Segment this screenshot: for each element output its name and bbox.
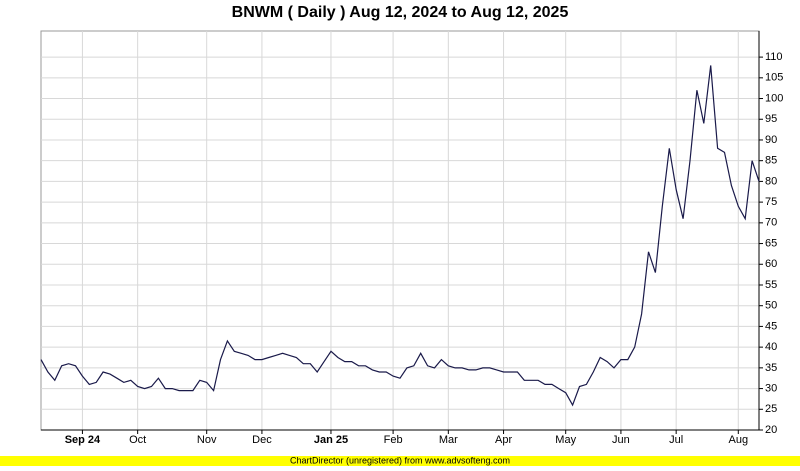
y-tick-label: 65 bbox=[765, 237, 777, 249]
y-tick-label: 50 bbox=[765, 300, 777, 312]
y-tick-label: 30 bbox=[765, 382, 777, 394]
x-tick-label: Aug bbox=[728, 434, 748, 446]
chart-title: BNWM ( Daily ) Aug 12, 2024 to Aug 12, 2… bbox=[232, 4, 569, 21]
y-tick-label: 35 bbox=[765, 362, 777, 374]
x-tick-label: Jan 25 bbox=[314, 434, 348, 446]
x-tick-label: Nov bbox=[197, 434, 217, 446]
price-line bbox=[40, 65, 760, 407]
y-tick-label: 70 bbox=[765, 217, 777, 229]
x-tick-label: Sep 24 bbox=[65, 434, 101, 446]
x-tick-label: Feb bbox=[384, 434, 403, 446]
y-tick-label: 90 bbox=[765, 134, 777, 146]
x-tick-label: Apr bbox=[495, 434, 512, 446]
y-tick-label: 60 bbox=[765, 258, 777, 270]
y-tick-label: 105 bbox=[765, 72, 783, 84]
x-tick-label: Jun bbox=[612, 434, 630, 446]
y-tick-label: 100 bbox=[765, 92, 783, 104]
y-tick-label: 110 bbox=[765, 51, 783, 63]
y-tick-label: 95 bbox=[765, 113, 777, 125]
y-tick-label: 55 bbox=[765, 279, 777, 291]
x-tick-label: Mar bbox=[439, 434, 458, 446]
y-tick-label: 40 bbox=[765, 341, 777, 353]
y-tick-label: 80 bbox=[765, 175, 777, 187]
y-tick-label: 85 bbox=[765, 155, 777, 167]
x-tick-label: Dec bbox=[252, 434, 272, 446]
y-tick-label: 45 bbox=[765, 320, 777, 332]
x-tick-label: Jul bbox=[669, 434, 683, 446]
y-tick-label: 20 bbox=[765, 424, 777, 436]
credit-bar bbox=[0, 456, 800, 466]
y-tick-label: 25 bbox=[765, 403, 777, 415]
y-tick-label: 75 bbox=[765, 196, 777, 208]
plot-area bbox=[40, 30, 760, 431]
x-tick-label: Oct bbox=[129, 434, 146, 446]
x-tick-label: May bbox=[555, 434, 576, 446]
credit: ChartDirector (unregistered) from www.ad… bbox=[290, 455, 510, 465]
